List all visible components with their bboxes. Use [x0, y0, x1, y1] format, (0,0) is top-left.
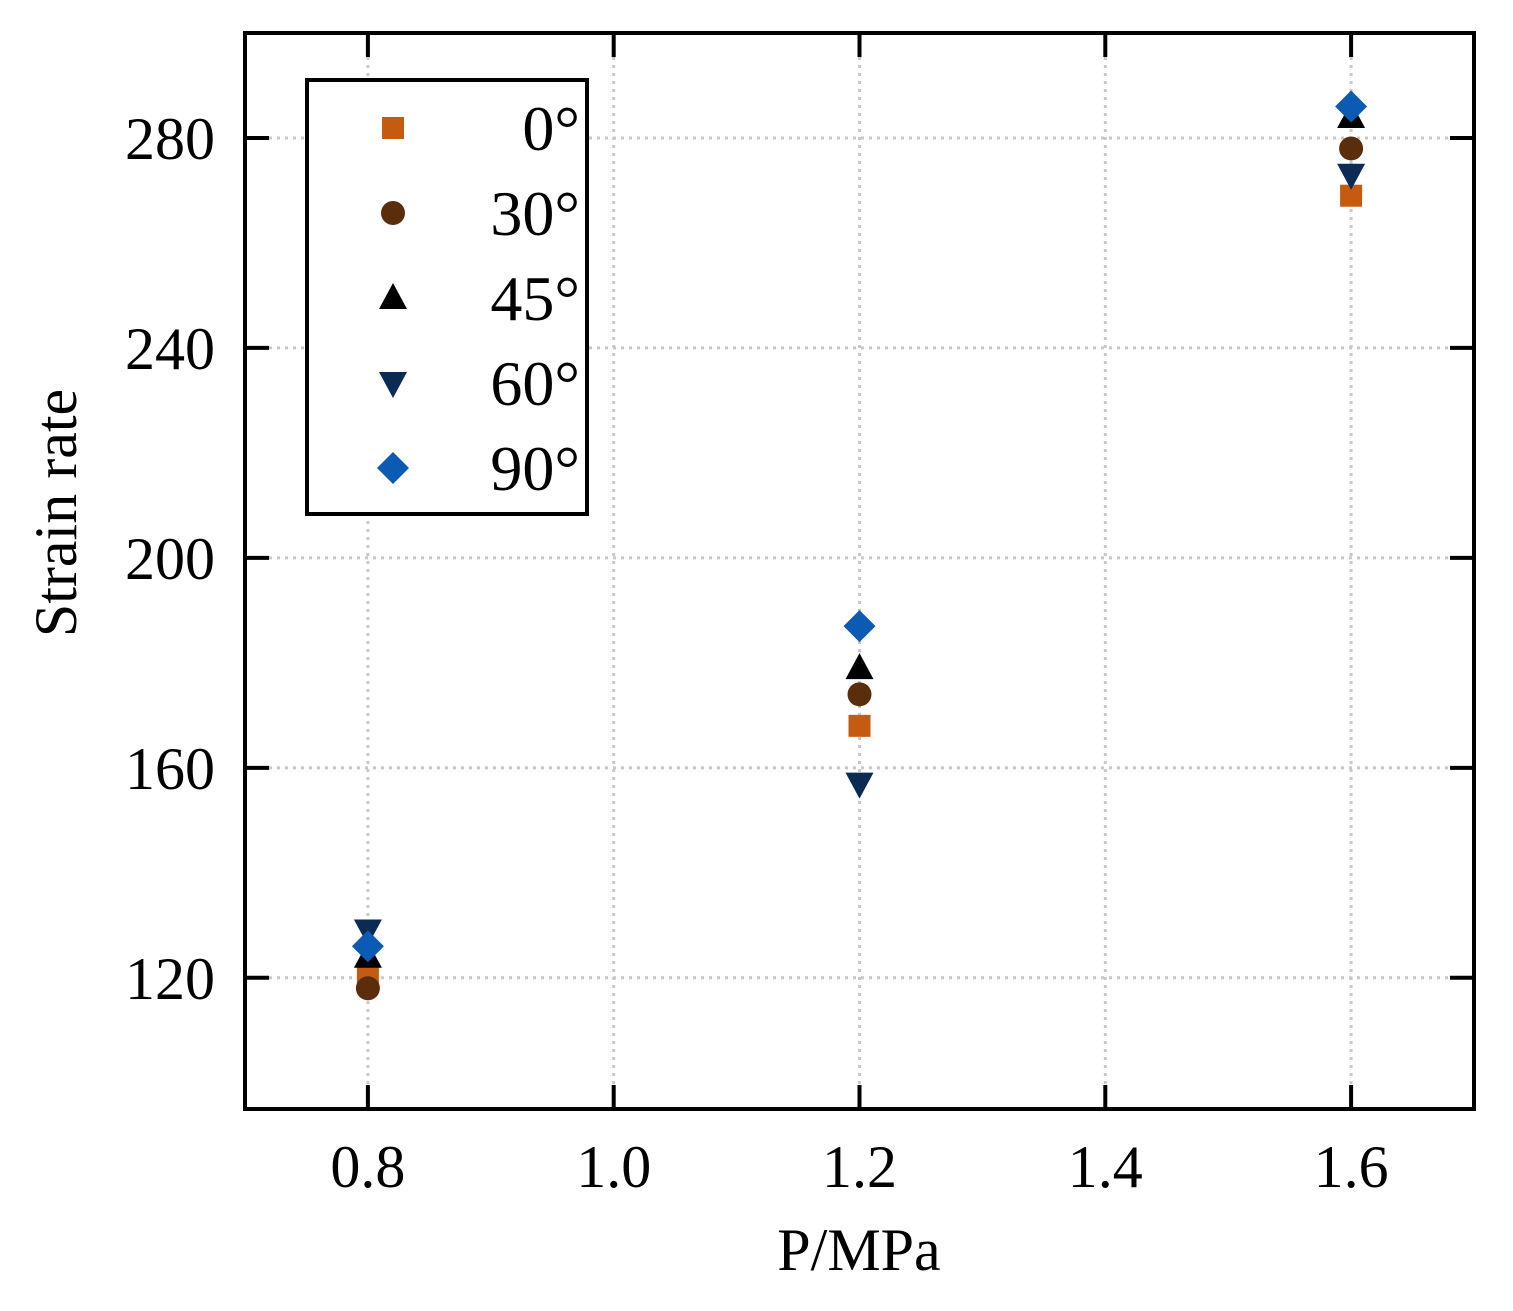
data-point-90deg	[351, 930, 384, 963]
data-point-30deg	[847, 682, 872, 707]
legend-marker-0deg	[382, 117, 404, 139]
legend-label-0deg: 0°	[522, 93, 580, 164]
y-axis-label: Strain rate	[23, 389, 89, 637]
legend-label-90deg: 90°	[490, 433, 580, 504]
legend-marker-30deg	[381, 201, 405, 225]
x-tick-label: 0.8	[330, 1134, 405, 1200]
legend-marker-45deg	[379, 283, 407, 309]
legend-marker-90deg	[377, 452, 409, 484]
x-tick-label: 1.2	[822, 1134, 897, 1200]
data-point-60deg	[1337, 163, 1366, 190]
data-point-60deg	[845, 772, 874, 799]
data-point-90deg	[843, 610, 876, 643]
x-tick-label: 1.6	[1314, 1134, 1389, 1200]
y-tick-label: 160	[125, 736, 215, 802]
data-point-45deg	[845, 653, 874, 680]
y-tick-label: 120	[125, 946, 215, 1012]
legend-label-60deg: 60°	[490, 348, 580, 419]
legend-marker-60deg	[379, 372, 407, 398]
data-point-30deg	[1339, 136, 1364, 161]
tick-labels: 0.8 1.0 1.2 1.4 1.6 120 160 200 240 280	[125, 106, 1389, 1200]
y-tick-label: 240	[125, 316, 215, 382]
data-point-90deg	[1335, 90, 1368, 123]
data-point-30deg	[355, 976, 380, 1001]
legend: 0° 30° 45° 60° 90°	[305, 78, 589, 516]
axis-ticks	[245, 33, 1474, 1109]
grid	[245, 33, 1474, 1109]
plot-frame	[243, 31, 1476, 1111]
legend-label-45deg: 45°	[490, 263, 580, 334]
legend-label-30deg: 30°	[490, 178, 580, 249]
data-point-0deg	[1340, 184, 1363, 207]
y-tick-label: 280	[125, 106, 215, 172]
data-points	[351, 90, 1368, 1001]
data-point-0deg	[848, 714, 871, 737]
x-tick-label: 1.0	[576, 1134, 651, 1200]
x-tick-label: 1.4	[1068, 1134, 1143, 1200]
x-axis-label: P/MPa	[777, 1217, 940, 1283]
legend-box	[305, 78, 589, 516]
y-tick-label: 200	[125, 526, 215, 592]
legend-items: 0° 30° 45° 60° 90°	[377, 93, 580, 504]
